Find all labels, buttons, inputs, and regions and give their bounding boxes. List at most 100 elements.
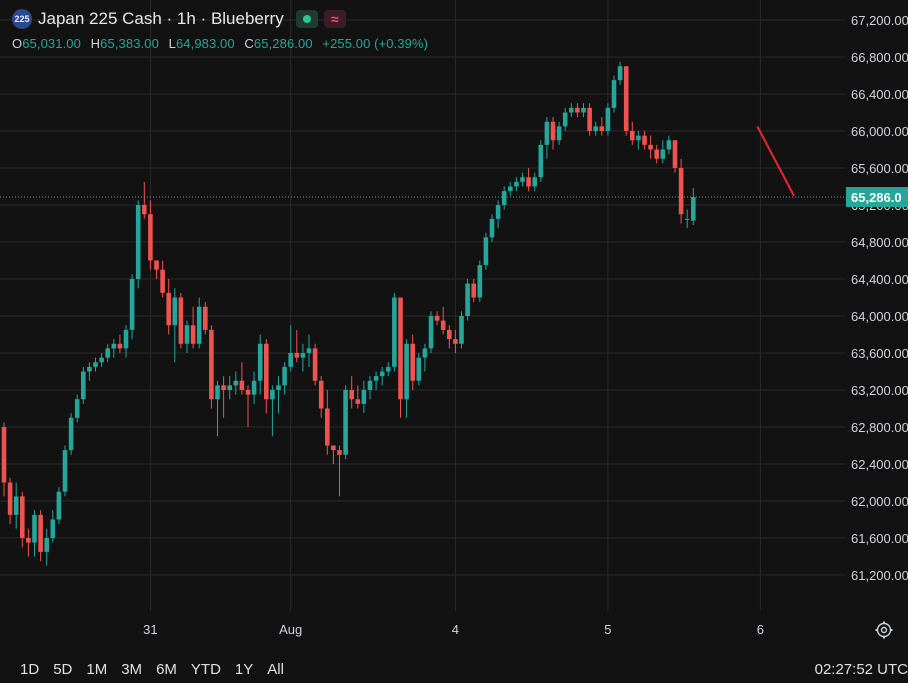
candle-body <box>471 283 476 298</box>
current-price-box <box>846 187 908 208</box>
live-status-icon[interactable] <box>295 10 318 28</box>
candle-body <box>459 316 464 344</box>
y-tick-label: 61,200.00 <box>851 568 908 583</box>
candle-body <box>569 107 574 113</box>
candle-body <box>379 371 385 377</box>
candle-body <box>251 380 257 395</box>
candle-body <box>520 177 525 182</box>
candle-body <box>544 121 550 145</box>
utc-clock[interactable]: 02:27:52 UTC <box>814 661 908 678</box>
candle-body <box>172 297 178 326</box>
candle-body <box>93 362 98 367</box>
y-tick-label: 65,600.00 <box>851 161 908 176</box>
candle-body <box>87 366 92 372</box>
range-ytd-button[interactable]: YTD <box>190 660 221 678</box>
candle-body <box>81 371 86 400</box>
candle-body <box>392 297 397 367</box>
open-label: O <box>12 36 23 51</box>
x-tick-label: Aug <box>279 622 302 637</box>
x-tick-label: 5 <box>604 622 611 637</box>
candle-body <box>562 112 568 127</box>
range-1d-button[interactable]: 1D <box>20 660 40 678</box>
candle-body <box>691 197 696 221</box>
candle-body <box>672 140 678 168</box>
candle-body <box>99 357 104 363</box>
candle-body <box>611 80 617 108</box>
candle-body <box>636 135 641 141</box>
candle-body <box>123 329 129 349</box>
candle-body <box>532 177 537 187</box>
candle-body <box>623 66 629 131</box>
x-tick-label: 4 <box>452 622 459 637</box>
symbol-title[interactable]: Japan 225 Cash · 1h · Blueberry <box>38 9 284 28</box>
candle-body <box>428 316 434 349</box>
candle-body <box>154 260 159 270</box>
candle-body <box>203 306 208 330</box>
candle-body <box>343 390 348 455</box>
candle-body <box>501 191 507 205</box>
change-value: +255.00 (+0.39%) <box>322 36 429 51</box>
candle-body <box>215 385 220 400</box>
candle-body <box>416 357 422 381</box>
candle-body <box>26 538 31 543</box>
candle-body <box>660 149 666 159</box>
wave-icon[interactable]: ≈ <box>323 10 346 28</box>
candle-body <box>270 390 275 400</box>
candle-body <box>7 482 13 515</box>
candle-body <box>239 380 245 390</box>
candle-body <box>142 205 147 215</box>
candle-body <box>68 417 74 451</box>
range-1m-button[interactable]: 1M <box>86 660 108 678</box>
candle-body <box>13 496 19 515</box>
candle-body <box>483 237 489 266</box>
range-1y-button[interactable]: 1Y <box>234 660 254 678</box>
range-5d-button[interactable]: 5D <box>53 660 73 678</box>
settings-icon[interactable] <box>874 620 894 640</box>
y-tick-label: 62,800.00 <box>851 420 908 435</box>
candle-body <box>38 514 43 552</box>
high-value: 65,383.00 <box>100 36 159 51</box>
candle-body <box>62 450 68 492</box>
range-6m-button[interactable]: 6M <box>156 660 177 678</box>
candle-body <box>148 214 153 261</box>
candle-body <box>453 339 458 344</box>
candle-body <box>257 343 263 381</box>
candle-body <box>599 126 605 131</box>
candle-body <box>349 390 354 400</box>
y-tick-label: 63,200.00 <box>851 383 908 398</box>
candle-body <box>294 353 300 358</box>
candle-body <box>367 380 373 390</box>
open-value: 65,031.00 <box>22 36 81 51</box>
close-label: C <box>244 36 254 51</box>
candle-body <box>300 353 306 358</box>
candle-body <box>361 390 367 404</box>
candle-body <box>74 399 80 418</box>
y-tick-label: 63,600.00 <box>851 346 908 361</box>
candle-body <box>312 348 318 381</box>
candle-body <box>117 343 123 349</box>
candle-body <box>684 218 690 220</box>
candle-body <box>282 366 287 386</box>
candle-body <box>678 168 684 215</box>
y-tick-label: 66,800.00 <box>851 50 908 65</box>
candle-body <box>648 144 653 150</box>
range-3m-button[interactable]: 3M <box>121 660 143 678</box>
y-tick-label: 66,400.00 <box>851 87 908 102</box>
candle-body <box>221 385 226 390</box>
candle-body <box>642 135 647 145</box>
candle-body <box>617 66 623 81</box>
candle-body <box>666 140 672 150</box>
y-tick-label: 62,400.00 <box>851 457 908 472</box>
range-all-button[interactable]: All <box>267 660 284 678</box>
y-tick-label: 61,600.00 <box>851 531 908 546</box>
candle-body <box>508 186 513 192</box>
candle-body <box>575 107 580 113</box>
symbol-badge[interactable]: 225 <box>12 9 32 29</box>
candle-body <box>44 538 49 552</box>
candle-body <box>495 205 501 219</box>
candle-body <box>32 514 37 543</box>
candle-body <box>129 279 135 330</box>
x-tick-label: 6 <box>757 622 764 637</box>
candle-body <box>373 376 379 381</box>
